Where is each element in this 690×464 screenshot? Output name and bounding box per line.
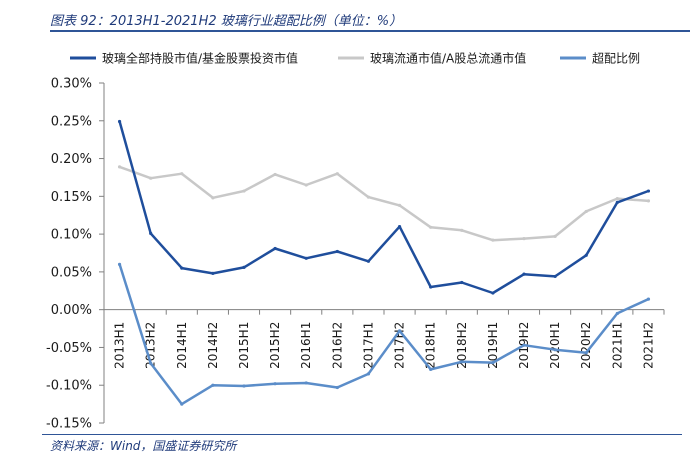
data-point-s2 — [366, 195, 371, 199]
data-point-s2 — [397, 203, 402, 207]
data-point-s3 — [117, 262, 122, 266]
data-point-s2 — [180, 172, 184, 176]
data-point-s1 — [522, 272, 526, 276]
data-point-s3 — [242, 384, 246, 388]
data-point-s1 — [335, 249, 339, 254]
x-tick-label: 2020H1 — [548, 322, 562, 369]
data-point-s2 — [553, 234, 557, 238]
data-point-s3 — [180, 402, 184, 406]
figure-header: 图表 92：2013H1-2021H2 玻璃行业超配比例（单位：%） — [8, 4, 690, 32]
x-tick-label: 2017H1 — [361, 322, 375, 369]
data-point-s2 — [615, 197, 619, 201]
x-tick-label: 2018H2 — [455, 322, 469, 369]
x-tick-label: 2013H1 — [113, 322, 127, 369]
x-tick-label: 2014H2 — [206, 322, 220, 369]
legend-label: 超配比例 — [592, 51, 640, 66]
data-point-s1 — [242, 265, 246, 269]
data-point-s3 — [553, 348, 557, 352]
data-point-s2 — [335, 172, 339, 176]
y-tick-label: 0.25% — [51, 114, 92, 129]
x-tick-label: 2015H1 — [237, 322, 251, 369]
data-point-s3 — [335, 385, 339, 390]
data-point-s3 — [211, 383, 215, 387]
series-line-2 — [119, 165, 649, 242]
data-point-s2 — [491, 238, 495, 242]
series-lines — [117, 119, 651, 406]
x-tick-label: 2016H2 — [330, 322, 344, 369]
data-point-s3 — [149, 361, 153, 365]
data-point-s2 — [273, 172, 277, 177]
x-tick-label: 2014H1 — [175, 322, 189, 369]
x-tick-label: 2015H2 — [268, 322, 282, 369]
data-point-s3 — [491, 360, 495, 365]
x-tick-label: 2018H1 — [424, 322, 438, 369]
data-point-s1 — [180, 266, 184, 270]
data-point-s3 — [397, 329, 402, 333]
data-point-s2 — [117, 165, 122, 169]
data-point-s3 — [366, 372, 371, 376]
y-tick-label: -0.15% — [46, 417, 92, 432]
data-point-s3 — [584, 351, 588, 355]
data-point-s2 — [149, 176, 153, 180]
y-tick-label: 0.15% — [51, 190, 92, 205]
x-tick-label: 2016H1 — [299, 322, 313, 369]
y-axis: 0.30% 0.25% 0.20% 0.15% 0.10% 0.05% 0.00% -0.05… — [46, 77, 105, 432]
figure-footer: 资料来源：Wind，国盛证券研究所 — [42, 434, 682, 458]
y-tick-label: 0.00% — [51, 303, 92, 318]
y-tick-label: 0.30% — [51, 77, 92, 92]
y-tick-label: 0.10% — [51, 228, 92, 243]
data-point-s1 — [397, 224, 402, 229]
legend-label: 玻璃全部持股市值/基金股票投资市值 — [102, 51, 298, 66]
y-tick-label: 0.05% — [51, 265, 92, 280]
data-point-s3 — [429, 367, 433, 371]
data-point-s2 — [211, 196, 215, 200]
figure-caption: 图表 92：2013H1-2021H2 玻璃行业超配比例（单位：%） — [50, 14, 403, 29]
data-point-s1 — [553, 274, 557, 279]
data-point-s1 — [273, 246, 277, 251]
data-point-s1 — [584, 253, 588, 257]
data-point-s2 — [429, 225, 433, 229]
y-tick-label: 0.20% — [51, 152, 92, 167]
legend-label: 玻璃流通市值/A股总流通市值 — [370, 51, 526, 66]
data-point-s1 — [429, 285, 433, 289]
x-tick-label: 2019H1 — [486, 322, 500, 369]
data-point-s3 — [522, 343, 526, 347]
header-rule — [50, 30, 690, 32]
data-point-s1 — [646, 189, 651, 193]
y-tick-label: -0.05% — [46, 341, 92, 356]
data-point-s1 — [491, 291, 495, 295]
x-tick-label: 2020H2 — [579, 322, 593, 369]
x-tick-label: 2021H1 — [610, 322, 624, 369]
series-line-3 — [118, 263, 649, 406]
data-point-s1 — [117, 119, 122, 124]
data-point-s1 — [615, 200, 619, 204]
data-point-s3 — [615, 311, 619, 316]
data-point-s1 — [460, 280, 464, 285]
series-line-1 — [118, 121, 649, 295]
data-point-s2 — [584, 209, 588, 214]
data-point-s3 — [273, 382, 277, 386]
data-point-s2 — [242, 189, 246, 193]
x-tick-label: 2013H2 — [144, 322, 158, 369]
x-tick-label: 2021H2 — [641, 322, 655, 369]
x-tick-label: 2017H2 — [393, 322, 407, 369]
data-point-s1 — [304, 256, 308, 260]
data-point-s2 — [304, 183, 308, 187]
data-point-s2 — [460, 228, 464, 232]
chart-legend: 玻璃全部持股市值/基金股票投资市值 玻璃流通市值/A股总流通市值 超配比例 — [70, 51, 640, 66]
data-point-s3 — [646, 297, 651, 301]
source-note: 资料来源：Wind，国盛证券研究所 — [50, 439, 237, 453]
data-point-s3 — [304, 381, 308, 385]
data-point-s1 — [366, 259, 371, 263]
data-point-s3 — [460, 360, 464, 364]
data-point-s1 — [149, 231, 153, 235]
data-point-s2 — [522, 237, 526, 241]
data-point-s1 — [211, 271, 215, 275]
x-axis: 2013H1 2013H2 2014H1 2014H2 2015H1 2015H2 2016… — [103, 309, 665, 369]
data-point-s2 — [646, 199, 651, 203]
footer-rule — [42, 434, 682, 435]
y-tick-label: -0.10% — [46, 379, 92, 394]
